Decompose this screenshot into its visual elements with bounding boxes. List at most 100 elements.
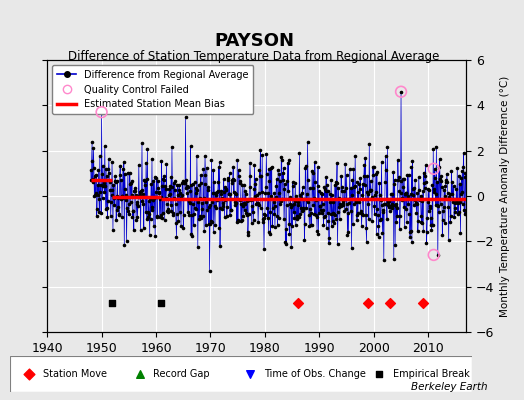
Point bbox=[269, 199, 278, 205]
Point bbox=[198, 200, 206, 206]
Point bbox=[307, 209, 315, 216]
Point bbox=[122, 192, 130, 198]
Point bbox=[261, 183, 270, 190]
Point bbox=[350, 184, 358, 190]
Point bbox=[234, 217, 242, 223]
Point bbox=[209, 167, 217, 173]
Point bbox=[149, 222, 158, 229]
Point bbox=[156, 214, 164, 220]
Point bbox=[246, 159, 254, 166]
Point bbox=[389, 256, 398, 262]
Point bbox=[166, 202, 174, 208]
Point bbox=[163, 208, 171, 214]
Point bbox=[275, 190, 283, 196]
Point bbox=[334, 209, 342, 216]
Point bbox=[439, 217, 447, 223]
Point bbox=[233, 157, 242, 163]
Point bbox=[286, 194, 294, 201]
Point bbox=[139, 200, 148, 207]
Point bbox=[397, 178, 406, 185]
Point bbox=[346, 208, 355, 214]
Point bbox=[325, 199, 334, 205]
Point bbox=[201, 172, 210, 178]
Point bbox=[114, 194, 123, 201]
Point bbox=[160, 216, 169, 223]
Point bbox=[113, 178, 122, 184]
Point bbox=[115, 211, 123, 217]
Point bbox=[444, 237, 453, 243]
Point bbox=[328, 223, 336, 230]
Point bbox=[452, 199, 460, 206]
Point bbox=[318, 210, 326, 216]
Point bbox=[437, 178, 445, 184]
Point bbox=[417, 192, 425, 199]
Point bbox=[315, 210, 323, 216]
Point bbox=[308, 168, 316, 174]
Point bbox=[232, 200, 240, 206]
Point bbox=[89, 178, 97, 185]
Point bbox=[179, 178, 187, 184]
Point bbox=[430, 189, 439, 196]
Point bbox=[398, 195, 406, 202]
Text: PAYSON: PAYSON bbox=[214, 32, 294, 50]
Point bbox=[258, 216, 267, 222]
Point bbox=[116, 196, 125, 202]
Point bbox=[246, 173, 255, 179]
Point bbox=[356, 175, 364, 182]
Point bbox=[399, 176, 407, 182]
Point bbox=[294, 214, 302, 220]
Point bbox=[251, 192, 259, 199]
Point bbox=[324, 218, 333, 224]
Point bbox=[160, 172, 168, 179]
Point bbox=[436, 201, 445, 207]
Point bbox=[376, 216, 385, 222]
Point bbox=[107, 192, 116, 199]
Point bbox=[257, 172, 266, 179]
Point bbox=[388, 191, 397, 197]
Point bbox=[204, 184, 212, 190]
Point bbox=[359, 212, 367, 218]
Point bbox=[403, 218, 411, 225]
Point bbox=[379, 208, 388, 215]
Point bbox=[241, 188, 249, 194]
Point bbox=[435, 209, 443, 215]
Point bbox=[221, 184, 229, 190]
Point bbox=[358, 192, 367, 198]
Point bbox=[411, 177, 419, 184]
Point bbox=[434, 164, 443, 170]
Point bbox=[277, 198, 285, 205]
Point bbox=[200, 228, 209, 234]
Point bbox=[291, 180, 300, 186]
Point bbox=[169, 212, 178, 218]
Point bbox=[202, 221, 210, 228]
Point bbox=[231, 199, 239, 206]
Point bbox=[162, 185, 170, 192]
Point bbox=[118, 214, 126, 220]
Point bbox=[231, 202, 239, 209]
Point bbox=[402, 206, 410, 212]
Point bbox=[394, 177, 402, 184]
Point bbox=[112, 207, 121, 214]
Point bbox=[427, 227, 435, 234]
Point bbox=[208, 218, 216, 225]
Point bbox=[97, 110, 106, 116]
Point bbox=[108, 299, 117, 306]
Point bbox=[177, 195, 185, 201]
Point bbox=[276, 201, 284, 207]
Point bbox=[205, 204, 213, 211]
Point bbox=[380, 201, 388, 207]
Point bbox=[310, 210, 319, 217]
Point bbox=[182, 176, 191, 183]
Point bbox=[152, 189, 160, 195]
Point bbox=[410, 185, 418, 191]
Point bbox=[460, 149, 468, 156]
Point bbox=[186, 188, 194, 194]
Point bbox=[310, 195, 318, 201]
Point bbox=[312, 214, 321, 220]
Point bbox=[308, 222, 316, 228]
Point bbox=[235, 173, 243, 180]
Point bbox=[97, 109, 106, 115]
Point bbox=[406, 234, 414, 240]
Point bbox=[288, 223, 297, 229]
Point bbox=[276, 178, 285, 184]
